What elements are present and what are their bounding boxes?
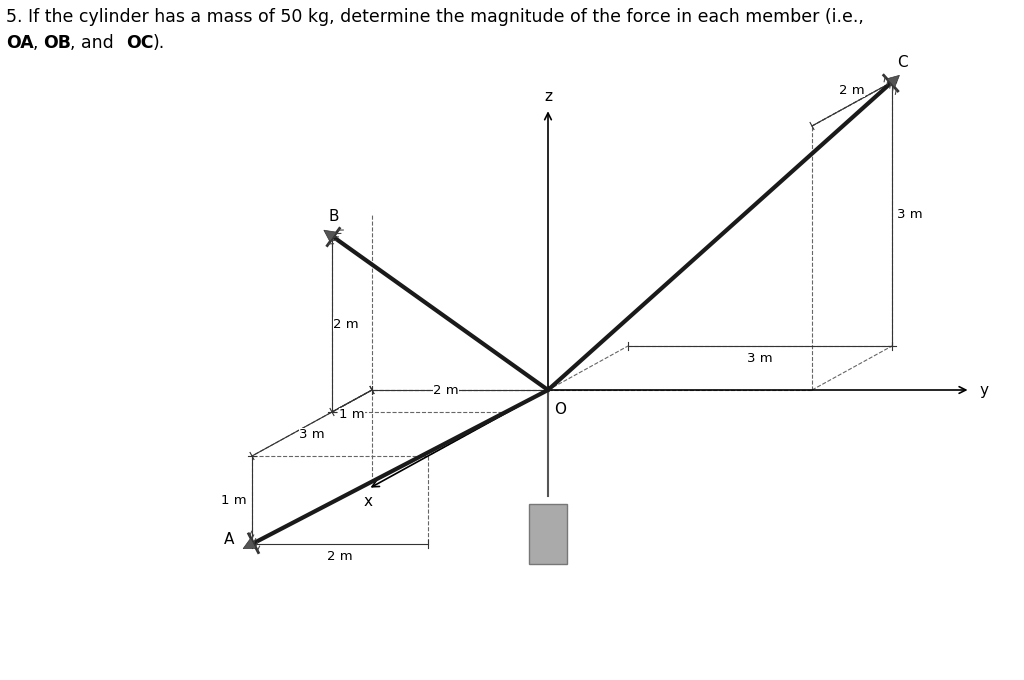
Text: 2 m: 2 m xyxy=(328,549,353,562)
Text: OB: OB xyxy=(43,34,71,52)
Text: 2 m: 2 m xyxy=(433,384,459,396)
Text: 1 m: 1 m xyxy=(221,494,247,507)
Text: B: B xyxy=(328,209,339,224)
Text: x: x xyxy=(364,494,373,509)
Text: y: y xyxy=(980,382,989,398)
Text: OA: OA xyxy=(6,34,34,52)
Text: 3 m: 3 m xyxy=(897,207,923,220)
Text: C: C xyxy=(897,55,907,70)
Text: O: O xyxy=(554,402,566,417)
Text: 2 m: 2 m xyxy=(840,84,865,97)
Polygon shape xyxy=(243,538,256,549)
Polygon shape xyxy=(324,231,337,242)
Text: , and: , and xyxy=(70,34,119,52)
Text: ).: ). xyxy=(153,34,165,52)
Text: 2 m: 2 m xyxy=(333,318,358,330)
Text: 3 m: 3 m xyxy=(299,428,325,441)
Bar xyxy=(529,505,567,564)
Text: OC: OC xyxy=(126,34,154,52)
Text: 1 m: 1 m xyxy=(339,409,365,422)
Text: 5. If the cylinder has a mass of 50 kg, determine the magnitude of the force in : 5. If the cylinder has a mass of 50 kg, … xyxy=(6,8,864,26)
Polygon shape xyxy=(887,75,899,88)
Text: A: A xyxy=(223,532,234,547)
Text: ,: , xyxy=(33,34,44,52)
Text: z: z xyxy=(544,89,552,104)
Text: 3 m: 3 m xyxy=(748,352,773,364)
